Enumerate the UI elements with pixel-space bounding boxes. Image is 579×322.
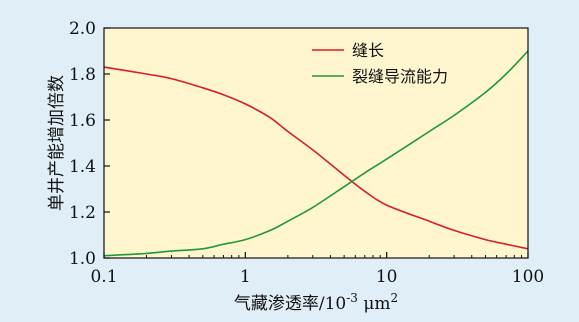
x-axis-label-main: 气藏渗透率/10: [234, 294, 346, 314]
x-axis-label-exponent: -3: [346, 291, 358, 305]
y-tick-label: 1.0: [69, 249, 96, 269]
series-line-0: [103, 66, 529, 250]
y-tick-label: 1.2: [69, 203, 96, 223]
y-tick-label: 2.0: [69, 19, 96, 39]
x-tick-label: 100: [512, 267, 544, 287]
legend-label-0: 缝长: [352, 41, 384, 60]
series-layer: [103, 50, 529, 257]
plot-area: [104, 28, 528, 258]
x-axis-label: 气藏渗透率/10-3 μm2: [234, 291, 398, 314]
x-tick-label: 0.1: [90, 267, 117, 287]
legend-label-1: 裂缝导流能力: [352, 67, 448, 86]
y-axis-label: 单井产能增加倍数: [47, 75, 67, 211]
y-tick-label: 1.8: [69, 65, 96, 85]
ticks-layer: 1.0 1.2 1.4 1.6 1.8 2.0 0.1 1 10 100: [69, 19, 544, 287]
legend: 缝长 裂缝导流能力: [312, 41, 448, 86]
x-axis-label-unit: μm: [358, 294, 391, 314]
plot-frame: [103, 27, 529, 259]
x-tick-label: 10: [376, 267, 398, 287]
x-axis-label-unit-exponent: 2: [391, 291, 399, 305]
x-tick-label: 1: [240, 267, 251, 287]
y-tick-label: 1.4: [69, 157, 96, 177]
y-tick-label: 1.6: [69, 111, 96, 131]
series-line-1: [103, 50, 529, 257]
